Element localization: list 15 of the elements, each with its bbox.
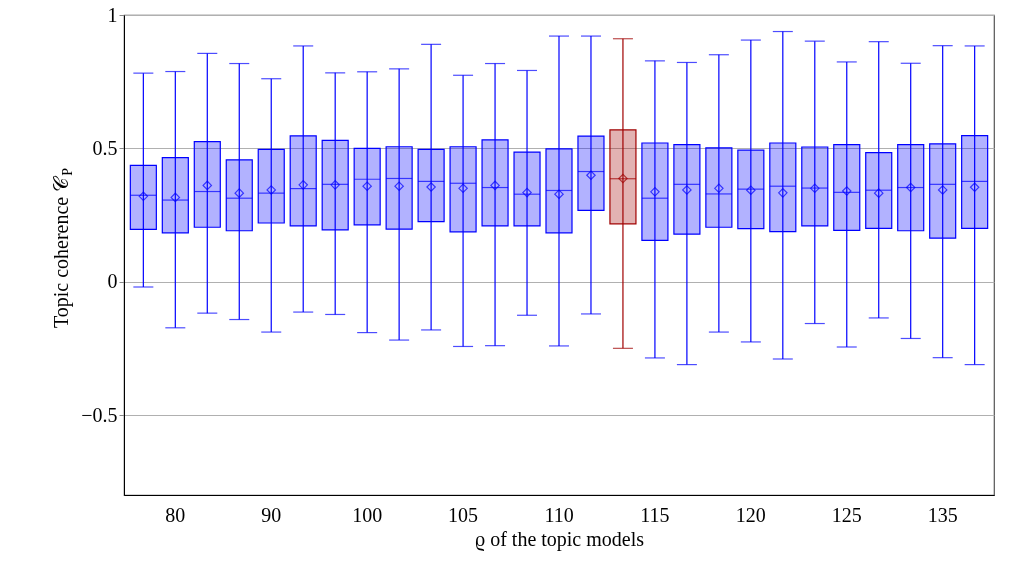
- x-tick-label: 110: [544, 503, 574, 526]
- x-tick-label: 90: [261, 503, 282, 526]
- x-axis-title: ϱ of the topic models: [474, 527, 645, 551]
- y-tick-label: 0: [107, 270, 118, 293]
- x-tick-label: 115: [640, 503, 670, 526]
- x-tick-label: 125: [831, 503, 862, 526]
- x-tick-label: 135: [927, 503, 958, 526]
- x-tick-label: 105: [448, 503, 479, 526]
- x-tick-label: 80: [165, 503, 186, 526]
- y-tick-label: 0.5: [92, 136, 118, 159]
- y-axis-title: Topic coherence 𝒞P: [50, 167, 75, 329]
- y-tick-label: −0.5: [81, 403, 118, 426]
- x-tick-label: 120: [735, 503, 766, 526]
- y-tick-label: 1: [107, 3, 118, 26]
- x-tick-label: 100: [352, 503, 383, 526]
